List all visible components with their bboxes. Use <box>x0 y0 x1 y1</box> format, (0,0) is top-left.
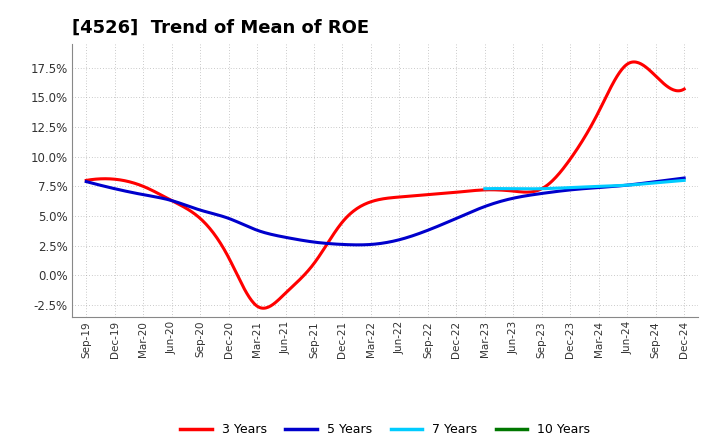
Legend: 3 Years, 5 Years, 7 Years, 10 Years: 3 Years, 5 Years, 7 Years, 10 Years <box>176 418 595 440</box>
Text: [4526]  Trend of Mean of ROE: [4526] Trend of Mean of ROE <box>72 19 369 37</box>
